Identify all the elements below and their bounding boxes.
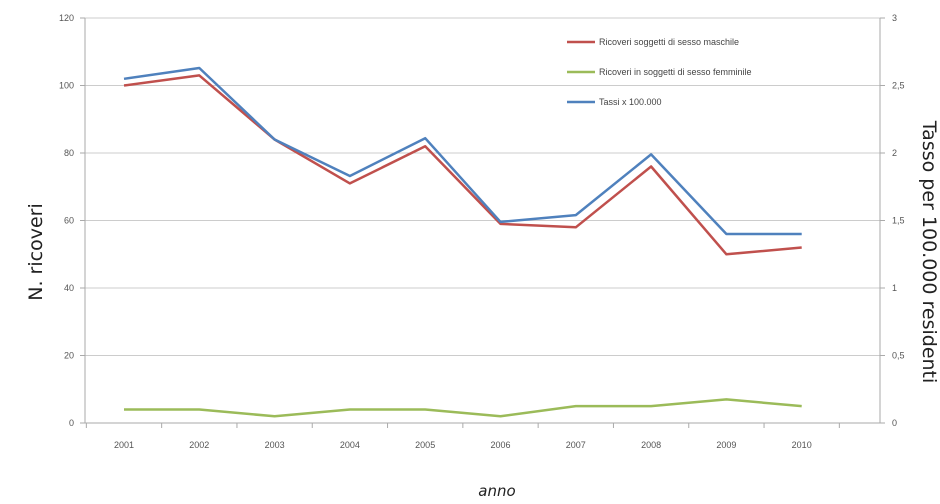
y2-tick-label: 1 bbox=[892, 283, 897, 293]
y-tick-label: 80 bbox=[64, 148, 74, 158]
x-tick-label: 2006 bbox=[490, 440, 510, 450]
series-line-ricoveri-in-soggetti-di-sesso-femminile bbox=[124, 398, 802, 418]
series-line-tassi-x-100-000 bbox=[123, 66, 802, 236]
legend: Ricoveri soggetti di sesso maschile Ricov… bbox=[567, 37, 752, 107]
y-tick-label: 0 bbox=[69, 418, 74, 428]
axes: 0 0 20 0,5 40 1 60 1,5 80 2 100 2,5 120 3 2001 2002 2003… bbox=[59, 13, 905, 450]
y2-tick-label: 2 bbox=[892, 148, 897, 158]
y-axis-title: N. ricoveri bbox=[25, 203, 47, 300]
y2-axis-title: Tasso per 100.000 residenti bbox=[918, 120, 940, 384]
legend-label: Tassi x 100.000 bbox=[599, 97, 662, 107]
x-axis-title: anno bbox=[478, 482, 515, 500]
x-tick-label: 2004 bbox=[340, 440, 360, 450]
series-line-ricoveri-soggetti-di-sesso-maschile bbox=[123, 74, 802, 256]
legend-label: Ricoveri in soggetti di sesso femminile bbox=[599, 67, 752, 77]
gridlines bbox=[85, 17, 880, 356]
y-tick-label: 60 bbox=[64, 216, 74, 226]
x-tick-label: 2003 bbox=[265, 440, 285, 450]
x-tick-label: 2008 bbox=[641, 440, 661, 450]
y2-tick-label: 0,5 bbox=[892, 351, 905, 361]
x-tick-label: 2010 bbox=[792, 440, 812, 450]
x-tick-label: 2005 bbox=[415, 440, 435, 450]
y-tick-label: 100 bbox=[59, 81, 74, 91]
y2-tick-label: 3 bbox=[892, 13, 897, 23]
y2-tick-label: 1,5 bbox=[892, 216, 905, 226]
x-tick-label: 2007 bbox=[566, 440, 586, 450]
x-tick-label: 2009 bbox=[716, 440, 736, 450]
x-tick-label: 2002 bbox=[189, 440, 209, 450]
x-tick-label: 2001 bbox=[114, 440, 134, 450]
y2-tick-label: 0 bbox=[892, 418, 897, 428]
y-tick-label: 40 bbox=[64, 283, 74, 293]
y-tick-label: 120 bbox=[59, 13, 74, 23]
y-tick-label: 20 bbox=[64, 351, 74, 361]
series-lines bbox=[123, 66, 802, 418]
y2-tick-label: 2,5 bbox=[892, 81, 905, 91]
legend-label: Ricoveri soggetti di sesso maschile bbox=[599, 37, 739, 47]
